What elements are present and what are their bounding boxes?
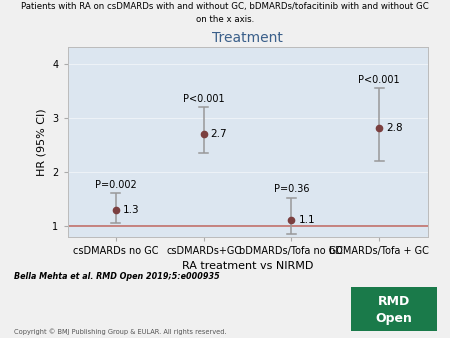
Title: Treatment: Treatment — [212, 31, 283, 45]
Text: Bella Mehta et al. RMD Open 2019;5:e000935: Bella Mehta et al. RMD Open 2019;5:e0009… — [14, 272, 219, 281]
Text: P=0.36: P=0.36 — [274, 185, 309, 194]
Text: on the x axis.: on the x axis. — [196, 15, 254, 24]
Text: 1.1: 1.1 — [298, 215, 315, 225]
Text: P<0.001: P<0.001 — [358, 75, 400, 84]
Text: P=0.002: P=0.002 — [95, 180, 137, 190]
Text: Copyright © BMJ Publishing Group & EULAR. All rights reserved.: Copyright © BMJ Publishing Group & EULAR… — [14, 328, 226, 335]
Text: P<0.001: P<0.001 — [183, 94, 225, 103]
Y-axis label: HR (95% CI): HR (95% CI) — [36, 108, 47, 176]
Text: 2.7: 2.7 — [211, 129, 227, 139]
Text: Patients with RA on csDMARDs with and without GC, bDMARDs/tofacitinib with and w: Patients with RA on csDMARDs with and wi… — [21, 2, 429, 11]
X-axis label: RA treatment vs NIRMD: RA treatment vs NIRMD — [182, 261, 313, 271]
Text: 1.3: 1.3 — [123, 204, 140, 215]
Text: RMD: RMD — [378, 295, 410, 308]
Text: Open: Open — [375, 312, 412, 324]
Text: 2.8: 2.8 — [386, 123, 403, 134]
